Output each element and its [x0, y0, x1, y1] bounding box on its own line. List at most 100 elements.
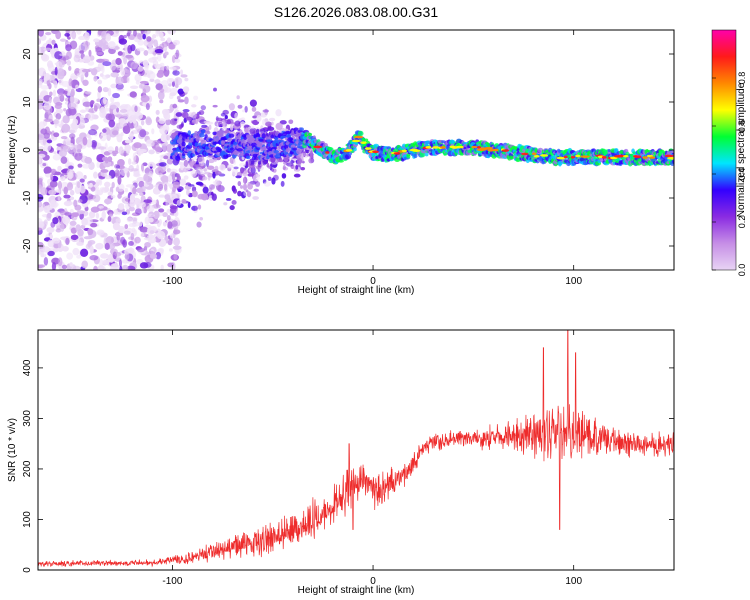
spectrogram-cell [105, 113, 113, 121]
spectrogram-cell [53, 151, 57, 155]
spectrogram-cell [57, 180, 63, 190]
spectrogram-cell [245, 189, 249, 193]
spectrogram-cell [57, 195, 61, 201]
spectrogram-cell [81, 68, 91, 73]
spectrogram-cell [115, 57, 122, 66]
spectrogram-x-tick-label: -100 [162, 276, 182, 287]
spectrogram-cell [250, 142, 257, 147]
spectrogram-cell [100, 169, 109, 173]
spectrogram-cell [199, 182, 204, 187]
spectrogram-cell [89, 255, 99, 261]
spectrogram-cell [353, 147, 357, 152]
spectrogram-cell [87, 228, 94, 236]
snr-y-tick-label: 400 [22, 359, 33, 376]
spectrogram-cell [173, 254, 178, 260]
spectrogram-cell [108, 212, 114, 217]
spectrogram-cell [253, 188, 259, 192]
spectrogram-cell [159, 88, 165, 93]
spectrogram-cell [119, 265, 123, 270]
spectrogram-cell [52, 154, 61, 161]
spectrogram-cell [97, 146, 107, 150]
spectrogram-cell [270, 134, 274, 139]
spectrogram-cell [38, 153, 46, 158]
spectrogram-cell [234, 120, 241, 127]
spectrogram-cell [66, 182, 74, 191]
spectrogram-cell [271, 177, 276, 185]
spectrogram-cell [167, 30, 176, 35]
spectrogram-cell [79, 50, 85, 54]
spectrogram-x-tick-label: 100 [565, 276, 582, 287]
spectrogram-cell [146, 36, 152, 42]
spectrogram-cell [310, 150, 313, 158]
spectrogram-cell [96, 229, 105, 236]
spectrogram-cell [198, 175, 203, 180]
spectrogram-cell [49, 180, 58, 188]
spectrogram-cell [271, 168, 274, 172]
spectrogram-cells [38, 30, 674, 270]
spectrogram-cell [130, 168, 139, 172]
spectrogram-cell [100, 132, 107, 137]
spectrogram-cell [64, 90, 68, 95]
spectrogram-x-ticks: -100 0 100 [162, 30, 582, 287]
spectrogram-cell [38, 38, 42, 45]
spectrogram-cell [570, 155, 576, 159]
spectrogram-cell [267, 176, 272, 182]
spectrogram-cell [118, 38, 128, 45]
spectrogram-cell [73, 199, 78, 208]
spectrogram-cell [126, 217, 134, 223]
spectrogram-cell [145, 117, 153, 126]
spectrogram-cell [268, 117, 276, 122]
spectrogram-cell [52, 217, 59, 225]
spectrogram-cell [88, 211, 96, 219]
spectrogram-cell [121, 264, 127, 270]
spectrogram-cell [244, 105, 248, 113]
snr-ylabel: SNR (10 * v/v) [7, 418, 18, 482]
spectrogram-cell [41, 54, 50, 62]
spectrogram-cell [118, 118, 127, 124]
spectrogram-cell [38, 67, 46, 77]
spectrogram-y-tick-label: 0 [22, 147, 33, 153]
spectrogram-cell [114, 168, 120, 178]
spectrogram-cell [202, 186, 209, 194]
spectrogram-cell [167, 262, 175, 268]
spectrogram-cell [149, 78, 155, 83]
spectrogram-cell [107, 146, 114, 154]
spectrogram-cell [90, 100, 95, 105]
spectrogram-y-tick-label: -10 [22, 190, 33, 205]
spectrogram-cell [135, 208, 142, 215]
spectrogram-cell [143, 262, 152, 268]
spectrogram-cell [123, 150, 127, 157]
spectrogram-cell [251, 106, 257, 112]
spectrogram-cell [205, 159, 210, 168]
spectrogram-cell [664, 154, 674, 158]
spectrogram-cell [217, 121, 223, 127]
spectrogram-cell [100, 253, 109, 259]
spectrogram-cell [112, 92, 121, 99]
spectrogram-cell [190, 170, 198, 178]
spectrogram-cell [164, 51, 169, 56]
spectrogram-cell [200, 139, 207, 145]
spectrogram-cell [262, 109, 270, 113]
spectrogram-cell [412, 149, 421, 152]
spectrogram-cell [270, 121, 274, 126]
spectrogram-cell [110, 262, 120, 270]
spectrogram-cell [70, 75, 78, 79]
spectrogram-cell [158, 183, 164, 191]
spectrogram-cell [66, 168, 74, 177]
spectrogram-cell [62, 215, 71, 225]
spectrogram-cell [145, 102, 150, 111]
spectrogram-cell [163, 155, 169, 160]
spectrogram-cell [174, 58, 181, 63]
spectrogram-cell [93, 38, 100, 43]
spectrogram-cell [43, 72, 51, 81]
spectrogram-cell [118, 259, 123, 268]
spectrogram-cell [90, 186, 96, 192]
spectrogram-cell [38, 222, 45, 228]
spectrogram-cell [267, 165, 272, 169]
spectrogram-cell [111, 130, 119, 136]
spectrogram-cell [82, 79, 89, 86]
spectrogram-cell [113, 208, 119, 215]
spectrogram-cell [277, 159, 285, 163]
spectrogram-cell [176, 138, 183, 144]
spectrogram-cell [160, 133, 169, 143]
